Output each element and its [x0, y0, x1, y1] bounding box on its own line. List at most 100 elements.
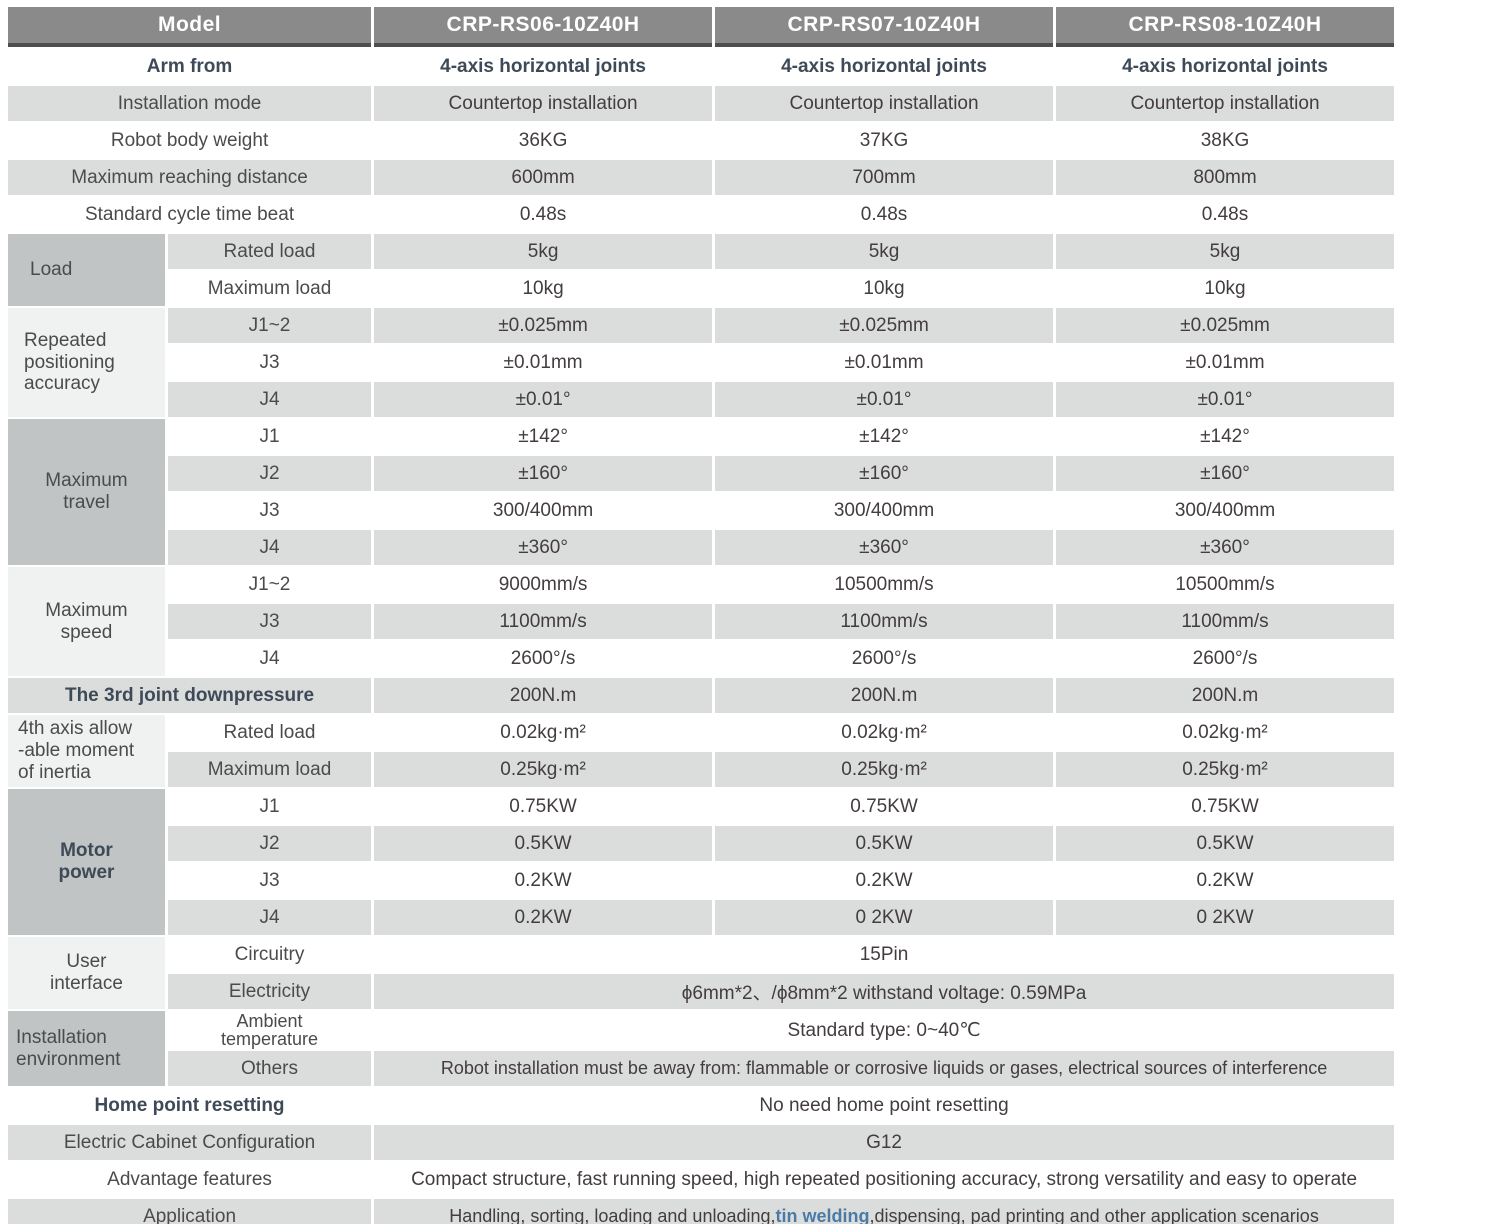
application-text-highlight: tin welding	[775, 1206, 870, 1224]
sub-label: J1	[167, 419, 372, 454]
sub-label: J1~2	[167, 567, 372, 602]
spec-value: ±160°	[1056, 456, 1394, 491]
table-row: Maximum load 10kg 10kg 10kg	[8, 271, 1394, 306]
group-label-motor-power: Motor power	[8, 789, 165, 935]
sub-label: Maximum load	[167, 752, 372, 787]
table-row: J4 2600°/s 2600°/s 2600°/s	[8, 641, 1394, 676]
group-label-4th-axis-moment-of-inertia: 4th axis allow -able moment of inertia	[8, 715, 165, 787]
spec-value: 0.5KW	[715, 826, 1053, 861]
spec-value: 10kg	[715, 271, 1053, 306]
spec-value: ±0.025mm	[1056, 308, 1394, 343]
spec-value-span: Compact structure, fast running speed, h…	[374, 1162, 1394, 1197]
spec-value: 0.02kg·m²	[715, 715, 1053, 750]
table-row: Maximum travel J1 ±142° ±142° ±142°	[8, 419, 1394, 565]
group-label-user-interface: User interface	[8, 937, 165, 1009]
spec-value: 0.48s	[374, 197, 713, 232]
group-label-repeated-positioning-accuracy: Repeated positioning accuracy	[8, 308, 165, 417]
sub-label: J1	[167, 789, 372, 824]
spec-value: ±0.01mm	[715, 345, 1053, 380]
spec-value: 1100mm/s	[1056, 604, 1394, 639]
spec-value: 0.25kg·m²	[374, 752, 713, 787]
spec-value: 36KG	[374, 123, 713, 158]
sub-label: J2	[167, 826, 372, 861]
spec-value: ±142°	[374, 419, 713, 454]
row-label-reaching-distance: Maximum reaching distance	[8, 160, 372, 195]
spec-value: Countertop installation	[715, 86, 1053, 121]
row-label-installation-mode: Installation mode	[8, 86, 372, 121]
group-label-installation-environment: Installation environment	[8, 1011, 165, 1086]
sub-label: Rated load	[167, 234, 372, 269]
table-row: Maximum reaching distance 600mm 700mm 80…	[8, 160, 1394, 195]
spec-value: Countertop installation	[1056, 86, 1394, 121]
spec-value: 5kg	[715, 234, 1053, 269]
application-text-pre: Handling, sorting, loading and unloading…	[449, 1206, 776, 1224]
spec-value-span: ϕ6mm*2、/ϕ8mm*2 withstand voltage: 0.59MP…	[374, 974, 1394, 1009]
spec-value: 0.25kg·m²	[715, 752, 1053, 787]
spec-value: 0.48s	[715, 197, 1053, 232]
sub-label: Circuitry	[167, 937, 372, 972]
model-name-2: CRP-RS07-10Z40H	[715, 7, 1053, 47]
spec-value: ±0.025mm	[715, 308, 1053, 343]
spec-value: 38KG	[1056, 123, 1394, 158]
sub-label: J4	[167, 900, 372, 935]
sub-label: J3	[167, 863, 372, 898]
table-row: J3 ±0.01mm ±0.01mm ±0.01mm	[8, 345, 1394, 380]
spec-value: 5kg	[1056, 234, 1394, 269]
sub-label: Ambient temperature	[167, 1011, 372, 1049]
table-row: J4 0.2KW 0 2KW 0 2KW	[8, 900, 1394, 935]
spec-value: 0 2KW	[715, 900, 1053, 935]
spec-value: 0.5KW	[374, 826, 713, 861]
sub-label: J4	[167, 382, 372, 417]
spec-value: Countertop installation	[374, 86, 713, 121]
sub-label: Others	[167, 1051, 372, 1086]
spec-value: ±0.01°	[374, 382, 713, 417]
spec-value: 1100mm/s	[374, 604, 713, 639]
spec-value: ±142°	[715, 419, 1053, 454]
row-label-arm-from: Arm from	[8, 49, 372, 84]
table-row: 4th axis allow -able moment of inertia R…	[8, 715, 1394, 787]
spec-value: 0.75KW	[374, 789, 713, 824]
spec-value: 10kg	[374, 271, 713, 306]
row-label-application: Application	[8, 1199, 372, 1224]
spec-value: 4-axis horizontal joints	[1056, 49, 1394, 84]
group-label-maximum-speed: Maximum speed	[8, 567, 165, 676]
sub-label: J2	[167, 456, 372, 491]
table-header-row: Model CRP-RS06-10Z40H CRP-RS07-10Z40H CR…	[8, 7, 1394, 47]
row-label-3rd-joint-downpressure: The 3rd joint downpressure	[8, 678, 372, 713]
spec-value: ±0.01°	[715, 382, 1053, 417]
sub-label: J4	[167, 530, 372, 565]
sub-label: J3	[167, 604, 372, 639]
spec-value: 0.2KW	[1056, 863, 1394, 898]
spec-value: ±160°	[715, 456, 1053, 491]
spec-value-span: Robot installation must be away from: fl…	[374, 1051, 1394, 1086]
spec-value: 10kg	[1056, 271, 1394, 306]
table-row: User interface Circuitry 15Pin	[8, 937, 1394, 1009]
spec-value: ±160°	[374, 456, 713, 491]
table-row: Advantage features Compact structure, fa…	[8, 1162, 1394, 1197]
table-row: Electricity ϕ6mm*2、/ϕ8mm*2 withstand vol…	[8, 974, 1394, 1009]
spec-value: 1100mm/s	[715, 604, 1053, 639]
spec-value: ±0.01mm	[1056, 345, 1394, 380]
group-label-load: Load	[8, 234, 165, 306]
sub-label: J1~2	[167, 308, 372, 343]
table-row: Motor power J1 0.75KW 0.75KW 0.75KW	[8, 789, 1394, 935]
row-label-advantage-features: Advantage features	[8, 1162, 372, 1197]
table-row: The 3rd joint downpressure 200N.m 200N.m…	[8, 678, 1394, 713]
spec-value: 0.02kg·m²	[374, 715, 713, 750]
spec-value: 9000mm/s	[374, 567, 713, 602]
spec-value: 37KG	[715, 123, 1053, 158]
spec-value: 4-axis horizontal joints	[715, 49, 1053, 84]
spec-value: 300/400mm	[374, 493, 713, 528]
spec-value: 10500mm/s	[715, 567, 1053, 602]
spec-value: 200N.m	[715, 678, 1053, 713]
spec-value: 300/400mm	[715, 493, 1053, 528]
spec-value: 2600°/s	[1056, 641, 1394, 676]
table-row: Standard cycle time beat 0.48s 0.48s 0.4…	[8, 197, 1394, 232]
spec-value: 800mm	[1056, 160, 1394, 195]
spec-value: 2600°/s	[715, 641, 1053, 676]
sub-label: Maximum load	[167, 271, 372, 306]
spec-value: 0.2KW	[374, 900, 713, 935]
sub-label: J3	[167, 345, 372, 380]
spec-value: 200N.m	[1056, 678, 1394, 713]
